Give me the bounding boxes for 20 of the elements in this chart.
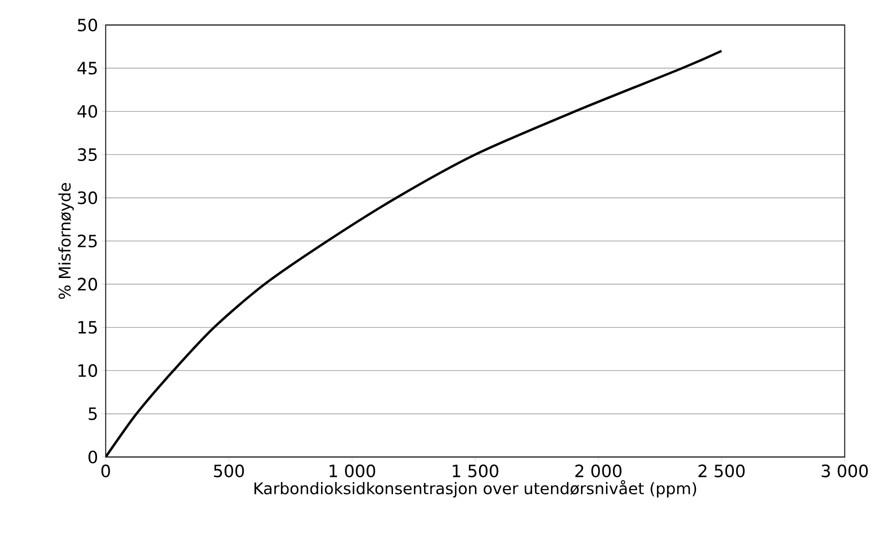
- y-tick-label: 50: [78, 18, 98, 32]
- x-tick-label: 1 000: [330, 464, 376, 478]
- x-axis-title: Karbondioksidkonsentrasjon over utendørsnivået (ppm): [254, 480, 696, 498]
- x-tick-label: 500: [214, 464, 244, 478]
- x-tick-label: 2 500: [698, 464, 745, 478]
- y-tick-label: 15: [78, 321, 97, 334]
- y-tick-label: 40: [77, 104, 98, 118]
- x-tick-label: 3 000: [822, 464, 868, 478]
- y-tick-label: 30: [78, 191, 98, 204]
- y-tick-label: 20: [78, 278, 98, 291]
- y-tick-label: 25: [78, 234, 97, 248]
- y-tick-label: 0: [88, 450, 98, 464]
- x-tick-label: 2 000: [575, 464, 622, 478]
- y-tick-label: 5: [88, 408, 97, 420]
- y-tick-label: 35: [78, 148, 97, 161]
- x-tick-label: 1 500: [452, 464, 498, 478]
- x-tick-label: 0: [101, 464, 110, 478]
- y-tick-label: 10: [78, 364, 98, 377]
- y-axis-title: % Misfornøyde: [58, 183, 74, 299]
- y-tick-label: 45: [77, 62, 97, 74]
